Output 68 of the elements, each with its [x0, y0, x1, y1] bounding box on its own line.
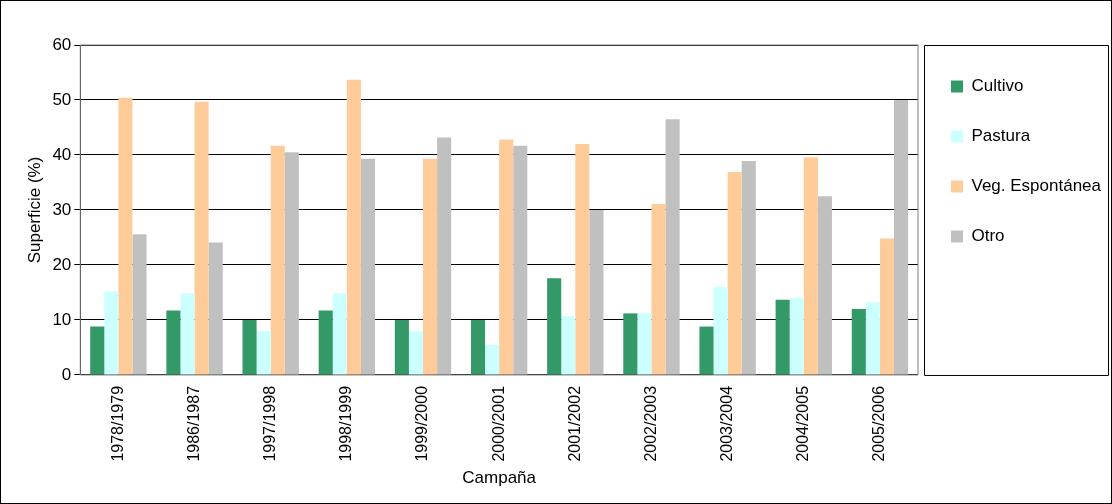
bar: [346, 79, 361, 375]
bar: [651, 203, 666, 375]
bar: [423, 158, 438, 375]
bar: [166, 310, 181, 375]
y-tick-label: 50: [52, 89, 72, 109]
bar: [332, 293, 347, 375]
bar: [789, 297, 804, 375]
bar: [437, 137, 452, 375]
bar: [775, 299, 790, 375]
bar: [727, 172, 742, 375]
legend-label: Otro: [971, 226, 1005, 246]
bar: [318, 310, 333, 375]
bar: [851, 308, 866, 375]
bar: [242, 319, 257, 375]
x-tick-label: 2002/2003: [641, 385, 659, 462]
bar: [623, 313, 638, 375]
y-tick-label: 40: [52, 144, 72, 164]
x-tick-label: 2005/2006: [870, 385, 888, 462]
bar: [637, 313, 652, 375]
bar: [865, 302, 880, 375]
bar: [547, 278, 562, 375]
bar: [256, 330, 271, 375]
bar: [485, 344, 500, 375]
bar: [132, 234, 147, 375]
x-tick-label: 1978/1979: [108, 385, 126, 462]
bar: [699, 326, 714, 375]
bar: [208, 242, 223, 375]
bar: [408, 330, 423, 375]
x-tick-label: 1997/1998: [261, 385, 279, 462]
bar: [90, 326, 105, 375]
y-tick-label: 20: [52, 254, 72, 274]
bar: [513, 145, 528, 375]
bar: [270, 145, 285, 375]
bar: [284, 152, 299, 375]
y-tick-label: 0: [61, 364, 72, 384]
x-tick-label: 1986/1987: [184, 385, 202, 462]
bar: [879, 238, 895, 375]
x-axis-title: Campaña: [462, 468, 537, 488]
x-tick-label: 1999/2000: [413, 385, 431, 462]
y-tick-label: 30: [52, 199, 72, 219]
x-tick-label: 2001/2002: [565, 385, 583, 462]
bar: [360, 158, 376, 375]
y-tick-label: 10: [52, 309, 72, 329]
legend-label: Veg. Espontánea: [971, 176, 1102, 196]
bar: [561, 316, 576, 375]
bar: [713, 286, 728, 375]
bar: [803, 157, 818, 375]
x-tick-label: 1998/1999: [337, 385, 355, 462]
y-tick-label: 60: [52, 34, 72, 54]
x-tick-label: 2004/2005: [794, 385, 812, 462]
bar: [118, 97, 133, 375]
bar: [104, 291, 119, 375]
legend-label: Cultivo: [971, 76, 1024, 96]
bar: [394, 319, 409, 375]
bar: [180, 293, 195, 375]
legend-label: Pastura: [971, 126, 1031, 146]
bar: [741, 161, 756, 375]
x-tick-label: 2003/2004: [718, 385, 736, 462]
bar: [499, 139, 514, 375]
bar: [665, 119, 680, 375]
bar: [470, 319, 486, 375]
bar: [194, 101, 209, 375]
x-tick-label: 2000/2001: [489, 385, 507, 462]
y-axis-title: Superficie (%): [24, 156, 44, 264]
bar: [894, 100, 909, 375]
bar: [575, 143, 590, 375]
bar: [817, 196, 832, 375]
bar: [589, 209, 604, 375]
